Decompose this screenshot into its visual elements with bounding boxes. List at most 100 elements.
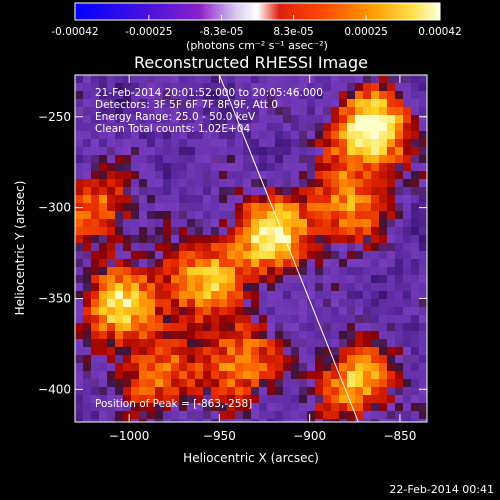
heatmap-cell (83, 307, 92, 316)
heatmap-cell (147, 411, 156, 420)
heatmap-cell (315, 331, 324, 340)
heatmap-cell (139, 147, 148, 156)
heatmap-cell (171, 163, 180, 172)
heatmap-cell (355, 91, 364, 100)
heatmap-cell (315, 219, 324, 228)
heatmap-cell (147, 403, 156, 412)
heatmap-cell (147, 235, 156, 244)
heatmap-cell (147, 379, 156, 388)
heatmap-cell (291, 75, 300, 84)
heatmap-cell (339, 403, 348, 412)
heatmap-cell (283, 283, 292, 292)
heatmap-cell (379, 91, 388, 100)
heatmap-cell (155, 99, 164, 108)
heatmap-cell (299, 195, 308, 204)
heatmap-cell (91, 163, 100, 172)
heatmap-cell (291, 83, 300, 92)
heatmap-cell (163, 387, 172, 396)
heatmap-cell (275, 371, 284, 380)
heatmap-cell (419, 403, 427, 412)
heatmap-cell (203, 283, 212, 292)
heatmap-cell (83, 403, 92, 412)
heatmap-cell (187, 411, 196, 420)
heatmap-cell (147, 211, 156, 220)
heatmap-cell (411, 123, 420, 132)
heatmap-cell (363, 99, 372, 108)
heatmap-cell (107, 355, 116, 364)
heatmap-cell (235, 107, 244, 116)
heatmap-cell (387, 203, 396, 212)
y-tick-label: −250 (38, 110, 71, 124)
heatmap-cell (411, 419, 420, 422)
heatmap-cell (259, 419, 268, 422)
heatmap-cell (99, 99, 108, 108)
heatmap-cell (227, 299, 236, 308)
heatmap-cell (363, 275, 372, 284)
heatmap-cell (171, 195, 180, 204)
heatmap-cell (163, 203, 172, 212)
heatmap-cell (363, 299, 372, 308)
heatmap-cell (259, 387, 268, 396)
heatmap-cell (323, 283, 332, 292)
heatmap-cell (267, 411, 276, 420)
heatmap-cell (299, 171, 308, 180)
heatmap-cell (163, 379, 172, 388)
heatmap-cell (139, 139, 148, 148)
heatmap-cell (243, 283, 252, 292)
heatmap-cell (347, 331, 356, 340)
heatmap-cell (203, 339, 212, 348)
heatmap-cell (99, 131, 108, 140)
heatmap-cell (203, 187, 212, 196)
heatmap-cell (139, 291, 148, 300)
heatmap-cell (323, 267, 332, 276)
heatmap-cell (275, 339, 284, 348)
heatmap-cell (83, 107, 92, 116)
heatmap-cell (339, 83, 348, 92)
heatmap-cell (331, 235, 340, 244)
heatmap-cell (331, 203, 340, 212)
heatmap-cell (115, 411, 124, 420)
heatmap-cell (139, 299, 148, 308)
heatmap-cell (163, 395, 172, 404)
heatmap-cell (107, 195, 116, 204)
heatmap-cell (203, 243, 212, 252)
heatmap-cell (299, 99, 308, 108)
heatmap-cell (243, 227, 252, 236)
heatmap-cell (275, 83, 284, 92)
heatmap-cell (235, 179, 244, 188)
heatmap-cell (371, 339, 380, 348)
heatmap-cell (315, 419, 324, 422)
heatmap-cell (139, 275, 148, 284)
heatmap-cell (131, 83, 140, 92)
heatmap-cell (243, 123, 252, 132)
heatmap-cell (187, 299, 196, 308)
heatmap-cell (211, 331, 220, 340)
heatmap-cell (251, 115, 260, 124)
heatmap-cell (331, 331, 340, 340)
heatmap-cell (395, 91, 404, 100)
heatmap-cell (123, 363, 132, 372)
heatmap-cell (211, 147, 220, 156)
heatmap-cell (123, 395, 132, 404)
heatmap-cell (363, 131, 372, 140)
heatmap-cell (403, 315, 412, 324)
heatmap-cell (203, 211, 212, 220)
heatmap-cell (323, 155, 332, 164)
heatmap-cell (211, 267, 220, 276)
heatmap-cell (235, 275, 244, 284)
heatmap-cell (75, 107, 84, 116)
heatmap-cell (355, 387, 364, 396)
heatmap-cell (107, 75, 116, 84)
heatmap-cell (155, 395, 164, 404)
heatmap-cell (139, 395, 148, 404)
heatmap-cell (379, 331, 388, 340)
heatmap-cell (211, 115, 220, 124)
heatmap-cell (107, 147, 116, 156)
heatmap-cell (99, 251, 108, 260)
heatmap-cell (99, 235, 108, 244)
heatmap-cell (155, 211, 164, 220)
heatmap-cell (75, 243, 84, 252)
heatmap-cell (347, 251, 356, 260)
heatmap-cell (83, 331, 92, 340)
heatmap-cell (235, 163, 244, 172)
